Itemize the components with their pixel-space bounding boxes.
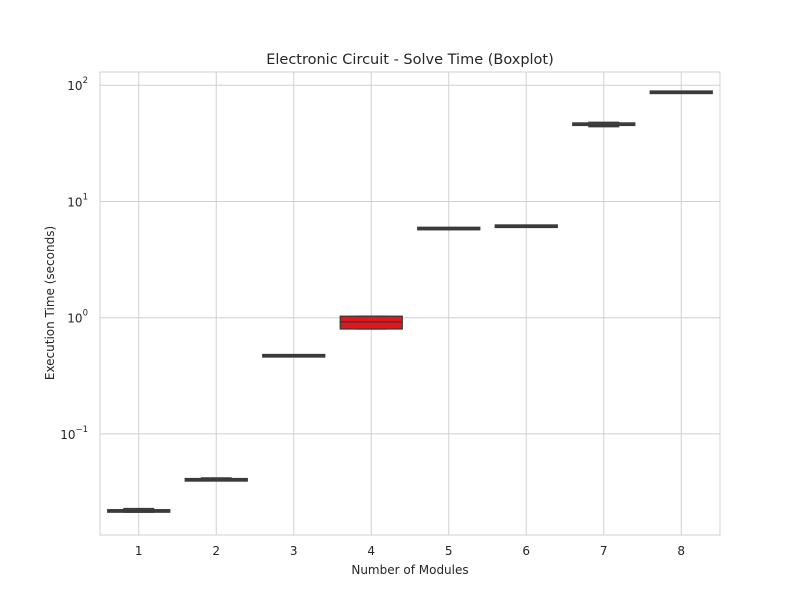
box-2 (184, 477, 248, 482)
x-tick-label: 1 (135, 544, 143, 558)
box-5 (417, 226, 481, 231)
box-6 (494, 224, 558, 229)
y-tick-label: 100 (67, 309, 88, 326)
x-tick-label: 8 (677, 544, 685, 558)
box-1 (107, 507, 171, 513)
box-7 (572, 121, 636, 128)
y-axis-label: Execution Time (seconds) (43, 226, 57, 380)
y-tick-exponent: −1 (75, 425, 88, 435)
x-tick-label: 4 (367, 544, 375, 558)
box-layer (107, 90, 713, 513)
grid-layer (100, 72, 720, 535)
y-tick-label: 10−1 (60, 425, 88, 442)
box-4 (339, 315, 403, 330)
box-3 (262, 353, 326, 358)
plot-frame (99, 71, 721, 536)
y-tick-label: 101 (67, 192, 88, 209)
y-tick-base: 10 (67, 79, 82, 93)
x-tick-label: 6 (522, 544, 530, 558)
x-tick-label: 2 (212, 544, 220, 558)
x-tick-label: 7 (600, 544, 608, 558)
y-tick-exponent: 0 (83, 309, 88, 319)
y-tick-exponent: 1 (83, 192, 88, 202)
x-axis-label: Number of Modules (351, 563, 468, 577)
y-tick-base: 10 (67, 312, 82, 326)
box-8 (649, 90, 713, 95)
y-tick-label: 102 (67, 76, 88, 93)
x-tick-label: 5 (445, 544, 453, 558)
y-tick-exponent: 2 (83, 76, 88, 86)
chart-title: Electronic Circuit - Solve Time (Boxplot… (266, 52, 554, 68)
x-tick-label: 3 (290, 544, 298, 558)
y-tick-base: 10 (67, 195, 82, 209)
y-tick-base: 10 (60, 428, 75, 442)
